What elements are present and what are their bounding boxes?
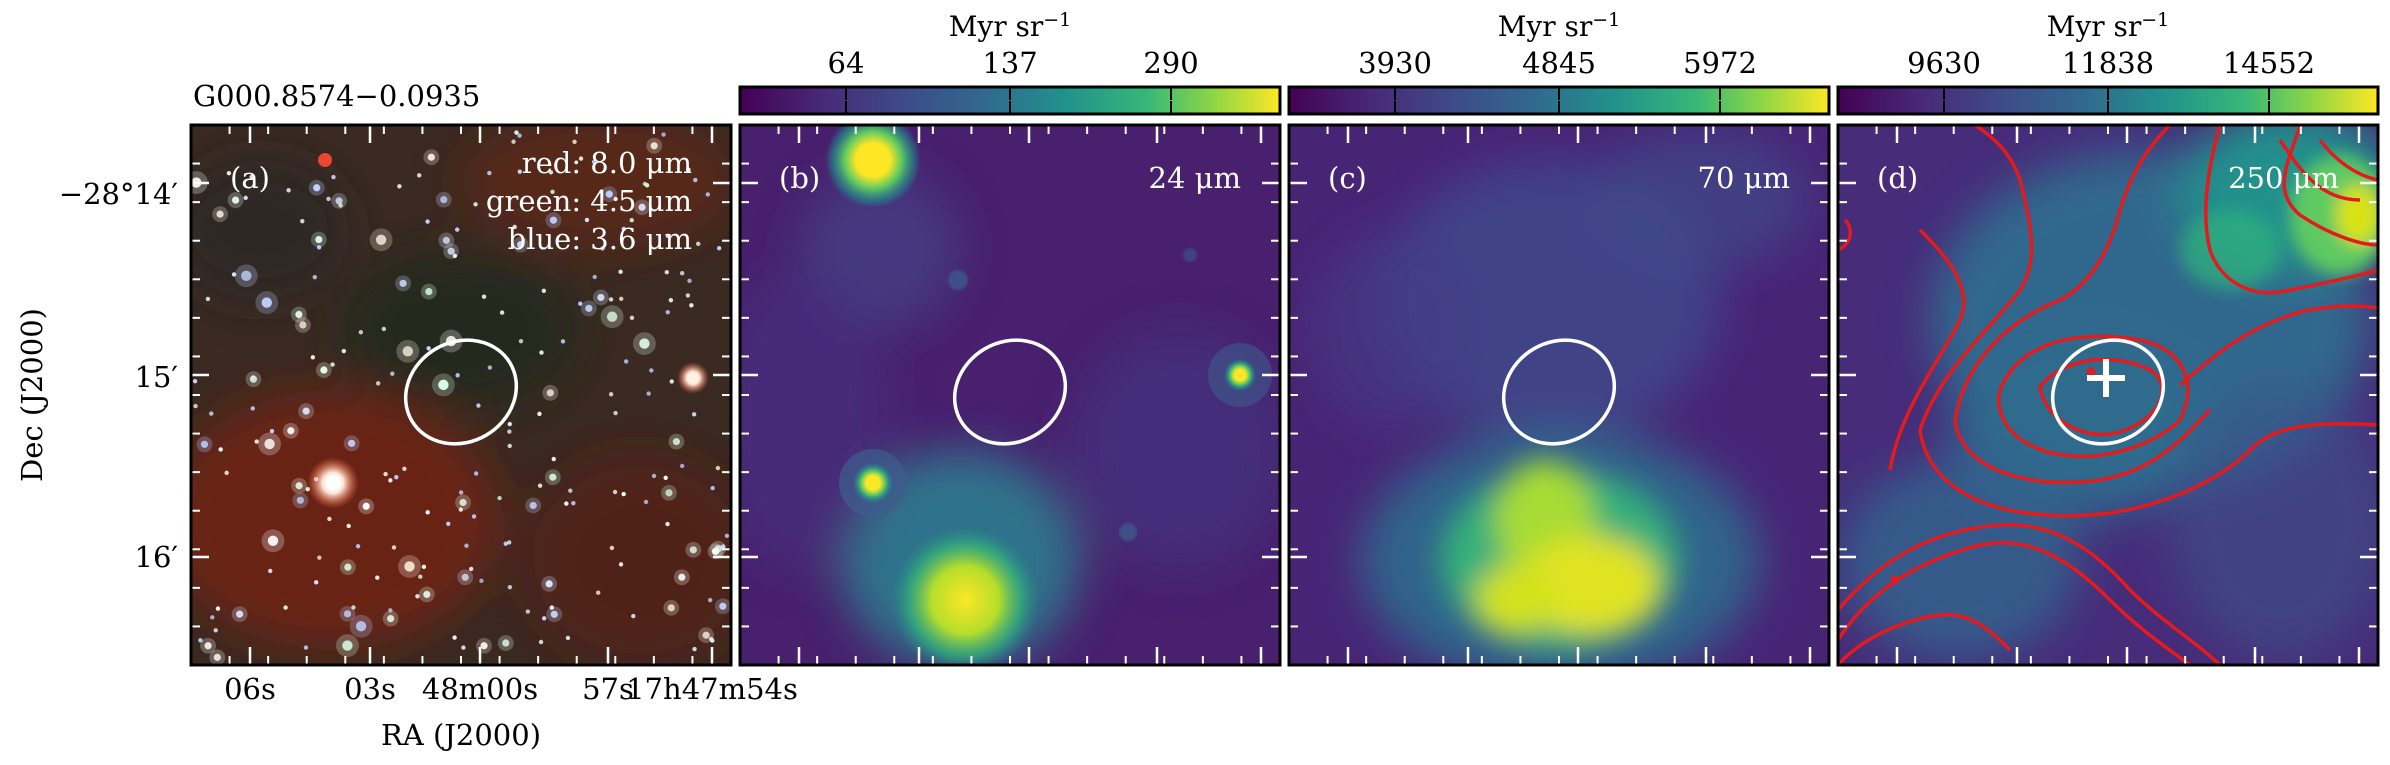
ra-tick-4: 57s bbox=[582, 672, 634, 706]
source-bright-south bbox=[890, 525, 1040, 665]
panel-frames bbox=[189, 123, 2380, 667]
cbar-d-tick-2: 11838 bbox=[2062, 46, 2154, 80]
aperture-ellipse-c bbox=[1501, 338, 1617, 446]
dec-tick-3: 16′ bbox=[135, 540, 179, 574]
source-name: G000.8574−0.0935 bbox=[193, 79, 480, 113]
colorbar-unit-b: Myr sr−1 bbox=[949, 9, 1072, 43]
dec-tick-2: 15′ bbox=[135, 360, 179, 394]
rgb-legend-blue: blue: 3.6 μm bbox=[508, 222, 692, 256]
y-axis-title: Dec (J2000) bbox=[15, 308, 49, 482]
x-axis-title: RA (J2000) bbox=[381, 718, 541, 752]
panel-a-image bbox=[191, 125, 731, 665]
cbar-c-tick-3: 5972 bbox=[1683, 46, 1757, 80]
panel-b-image bbox=[740, 125, 1280, 665]
panel-label-b: (b) bbox=[779, 161, 820, 195]
cbar-b-tick-1: 64 bbox=[828, 46, 865, 80]
colorbar-unit-d: Myr sr−1 bbox=[2047, 9, 2170, 43]
panel-c-image bbox=[1289, 125, 1829, 665]
cbar-d-tick-3: 14552 bbox=[2223, 46, 2315, 80]
band-label-b: 24 μm bbox=[1149, 161, 1241, 195]
rgb-legend-red: red: 8.0 μm bbox=[522, 146, 692, 180]
colorbar-unit-c: Myr sr−1 bbox=[1498, 9, 1621, 43]
cbar-b-tick-3: 290 bbox=[1143, 46, 1198, 80]
ra-tick-3: 48m00s bbox=[422, 672, 538, 706]
ra-tick-1: 06s bbox=[224, 672, 276, 706]
aperture-ellipses bbox=[403, 338, 2166, 446]
panel-label-a: (a) bbox=[230, 161, 270, 195]
aperture-ellipse-b bbox=[952, 338, 1068, 446]
panel-label-d: (d) bbox=[1877, 161, 1918, 195]
band-label-d: 250 μm bbox=[2228, 161, 2339, 195]
colorbar-ticks bbox=[845, 87, 2270, 114]
dec-tick-1: −28°14′ bbox=[59, 177, 178, 211]
cbar-d-tick-1: 9630 bbox=[1907, 46, 1981, 80]
star-field bbox=[191, 130, 731, 665]
band-label-c: 70 μm bbox=[1698, 161, 1790, 195]
source-north bbox=[825, 125, 921, 208]
contours bbox=[1838, 125, 2378, 665]
panel-label-c: (c) bbox=[1328, 161, 1367, 195]
aperture-ellipse-d bbox=[2050, 338, 2166, 446]
rgb-legend-green: green: 4.5 μm bbox=[486, 184, 692, 218]
panel-d-image bbox=[1838, 125, 2378, 665]
ra-tick-2: 03s bbox=[344, 672, 396, 706]
source-east bbox=[1224, 359, 1256, 391]
ra-tick-5: 17h47m54s bbox=[626, 672, 798, 706]
aperture-ellipse-a bbox=[403, 338, 519, 446]
cbar-c-tick-1: 3930 bbox=[1358, 46, 1432, 80]
source-west bbox=[853, 463, 893, 503]
cbar-b-tick-2: 137 bbox=[982, 46, 1037, 80]
cbar-c-tick-2: 4845 bbox=[1522, 46, 1596, 80]
